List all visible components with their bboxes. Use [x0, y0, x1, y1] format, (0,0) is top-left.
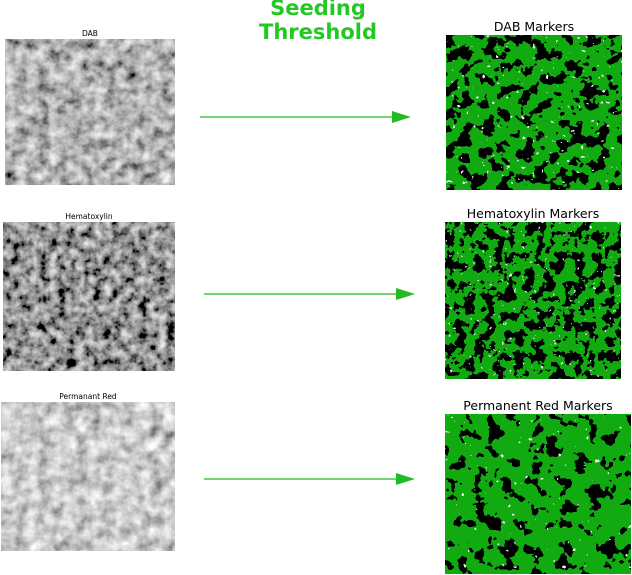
diagram-title: Seeding Threshold [240, 0, 396, 44]
title-line-2: Threshold [259, 20, 377, 44]
output-label-permanent-red: Permanent Red Markers [463, 398, 613, 413]
dab-markers-image [446, 35, 622, 190]
dab-input-image [5, 39, 175, 185]
hematoxylin-markers-image [445, 222, 621, 379]
input-label-hematoxylin: Hematoxylin [65, 212, 113, 221]
arrow-permanent-red [204, 473, 415, 485]
input-label-permanent-red: Permanant Red [59, 392, 117, 401]
hematoxylin-input-image [3, 222, 175, 371]
arrow-hematoxylin [204, 288, 415, 300]
output-label-hematoxylin: Hematoxylin Markers [466, 206, 600, 221]
title-line-1: Seeding [270, 0, 366, 20]
arrow-dab [200, 111, 411, 123]
input-label-dab: DAB [82, 29, 98, 38]
permanent-red-markers-image [445, 414, 631, 574]
permanent-red-input-image [1, 402, 175, 551]
output-label-dab: DAB Markers [493, 19, 575, 34]
